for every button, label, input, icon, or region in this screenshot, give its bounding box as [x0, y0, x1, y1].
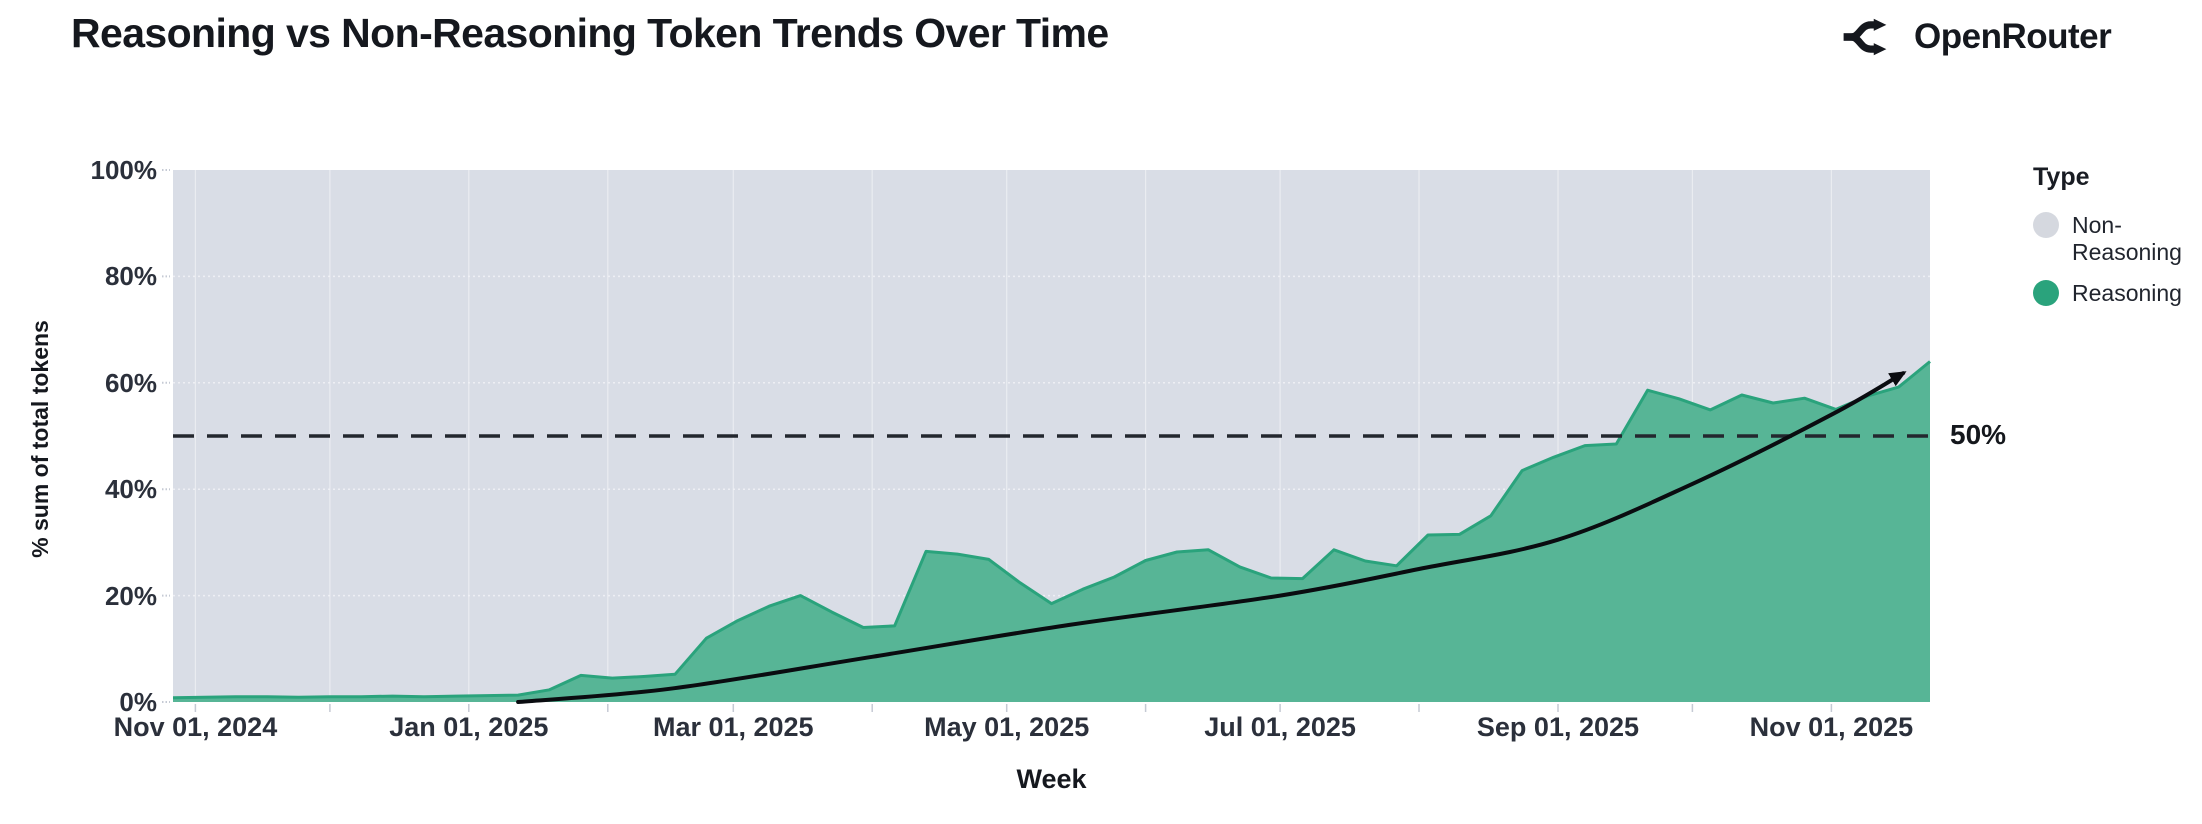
- reasoning-swatch-icon: [2033, 280, 2059, 307]
- x-tick-label: Sep 01, 2025: [1476, 712, 1640, 742]
- chart-plot-area[interactable]: [162, 169, 1931, 712]
- page-title: Reasoning vs Non-Reasoning Token Trends …: [71, 10, 1109, 56]
- x-tick-label: Jul 01, 2025: [1204, 712, 1356, 742]
- legend-title: Type: [2033, 163, 2090, 191]
- reasoning-area: [173, 361, 1930, 702]
- legend-label: Reasoning: [2072, 280, 2182, 307]
- trend-arrow-line: [516, 371, 1907, 704]
- y-tick-label: 0%: [119, 687, 157, 717]
- x-tick-label: Nov 01, 2025: [1749, 712, 1914, 742]
- reasoning-area-edge: [172, 360, 1931, 700]
- legend-item-reasoning[interactable]: Reasoning: [2033, 280, 2193, 307]
- legend-label: Non-Reasoning: [2072, 212, 2182, 266]
- axis-tick-marks: [162, 169, 1833, 712]
- brand: OpenRouter: [1840, 10, 2112, 64]
- y-tick-label: 20%: [104, 580, 157, 611]
- x-axis-title: Week: [1016, 764, 1087, 794]
- y-axis-title: % sum of total tokens: [27, 320, 53, 558]
- legend: Type Non-Reasoning Reasoning: [2033, 163, 2193, 321]
- openrouter-logo-icon: [1840, 10, 1894, 64]
- x-tick-label: Jan 01, 2025: [389, 712, 549, 742]
- x-tick-label: Mar 01, 2025: [652, 712, 814, 742]
- brand-name: OpenRouter: [1914, 17, 2112, 56]
- y-tick-label: 40%: [104, 474, 157, 505]
- fifty-percent-label: 50%: [1950, 419, 2007, 450]
- y-tick-label: 60%: [104, 367, 157, 398]
- y-tick-label: 100%: [90, 155, 158, 185]
- x-tick-label: May 01, 2025: [924, 712, 1090, 742]
- non-reasoning-swatch-icon: [2033, 212, 2059, 238]
- y-tick-label: 80%: [104, 261, 157, 292]
- legend-item-non-reasoning[interactable]: Non-Reasoning: [2033, 212, 2193, 266]
- x-tick-label: Nov 01, 2024: [113, 712, 278, 742]
